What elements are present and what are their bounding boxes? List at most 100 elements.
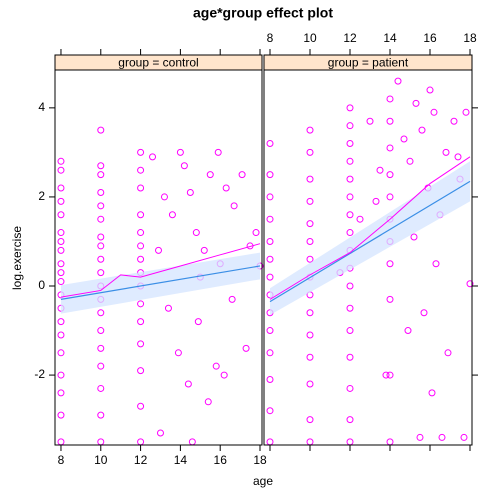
y-tick-label: 2 <box>38 189 45 203</box>
point <box>97 384 105 392</box>
point <box>97 126 105 134</box>
point <box>97 215 105 223</box>
point <box>406 157 414 165</box>
point <box>57 229 65 237</box>
point <box>160 193 168 201</box>
point <box>266 273 274 281</box>
point <box>192 229 200 237</box>
point <box>346 175 354 183</box>
point <box>382 371 390 379</box>
point <box>346 157 354 165</box>
point <box>97 202 105 210</box>
point <box>386 144 394 152</box>
point <box>97 233 105 241</box>
point <box>97 309 105 317</box>
point <box>442 148 450 156</box>
point <box>346 416 354 424</box>
point <box>57 157 65 165</box>
point <box>438 433 446 441</box>
point <box>137 184 145 192</box>
point <box>57 269 65 277</box>
point <box>266 349 274 357</box>
smooth-line <box>60 243 261 298</box>
point <box>220 371 228 379</box>
point <box>386 371 394 379</box>
point <box>306 237 314 245</box>
point <box>180 162 188 170</box>
point <box>137 229 145 237</box>
point <box>266 438 274 446</box>
point <box>252 229 260 237</box>
point <box>444 349 452 357</box>
smooth-line <box>269 156 471 300</box>
point <box>386 193 394 201</box>
point <box>306 309 314 317</box>
point <box>156 429 164 437</box>
point <box>306 380 314 388</box>
point <box>306 197 314 205</box>
point <box>450 117 458 125</box>
x-tick-label: 14 <box>174 453 188 467</box>
point <box>426 86 434 94</box>
point <box>366 117 374 125</box>
y-tick-label: 4 <box>38 100 45 114</box>
strip-label: group = control <box>118 56 198 70</box>
point <box>430 108 438 116</box>
point <box>97 188 105 196</box>
chart-title: age*group effect plot <box>193 5 333 21</box>
point <box>57 438 65 446</box>
point <box>346 122 354 130</box>
point <box>57 246 65 254</box>
point <box>57 211 65 219</box>
point <box>462 108 470 116</box>
point <box>97 269 105 277</box>
point <box>206 171 214 179</box>
point <box>57 184 65 192</box>
point <box>400 135 408 143</box>
point <box>97 362 105 370</box>
point <box>57 411 65 419</box>
point <box>306 220 314 228</box>
point <box>194 318 202 326</box>
point <box>174 349 182 357</box>
point <box>306 331 314 339</box>
point <box>306 175 314 183</box>
point <box>306 438 314 446</box>
strip-label: group = patient <box>328 56 409 70</box>
point <box>57 278 65 286</box>
point <box>376 166 384 174</box>
point <box>266 255 274 263</box>
x-tick-label-top: 14 <box>383 31 397 45</box>
point <box>212 362 220 370</box>
point <box>188 438 196 446</box>
point <box>97 438 105 446</box>
point <box>97 171 105 179</box>
x-tick-label: 16 <box>214 453 228 467</box>
point <box>186 188 194 196</box>
fit-line <box>60 265 261 300</box>
point <box>155 246 162 254</box>
x-axis-label: age <box>253 474 273 488</box>
x-tick-label: 10 <box>94 453 108 467</box>
point <box>372 197 380 205</box>
point <box>460 433 468 441</box>
point <box>346 211 354 219</box>
point <box>346 139 354 147</box>
point <box>418 126 426 134</box>
point <box>346 282 354 290</box>
point <box>428 389 436 397</box>
point <box>200 246 208 254</box>
point <box>57 260 65 268</box>
point <box>137 148 145 156</box>
point <box>466 280 474 288</box>
point <box>137 255 145 263</box>
x-tick-label: 18 <box>253 453 267 467</box>
x-tick-label-top: 10 <box>303 31 317 45</box>
point <box>346 327 354 335</box>
point <box>137 300 145 308</box>
point <box>97 255 105 263</box>
point <box>346 353 354 361</box>
x-tick-label-top: 8 <box>267 31 274 45</box>
point <box>57 349 65 357</box>
